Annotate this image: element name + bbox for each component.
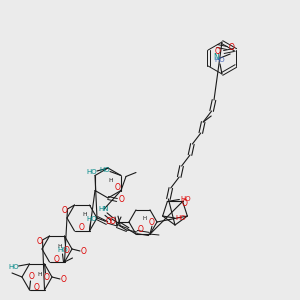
- Text: O: O: [110, 218, 116, 226]
- Text: H: H: [58, 244, 62, 248]
- Text: HO: HO: [175, 215, 186, 221]
- Text: HO: HO: [87, 169, 97, 175]
- Text: O: O: [28, 272, 34, 281]
- Text: HO: HO: [86, 216, 97, 222]
- Text: O: O: [44, 272, 50, 281]
- Text: O: O: [54, 254, 60, 263]
- Text: O: O: [34, 283, 40, 292]
- Text: N: N: [213, 53, 219, 62]
- Text: O: O: [64, 245, 69, 254]
- Text: O: O: [182, 200, 188, 208]
- Text: HN: HN: [99, 206, 109, 212]
- Text: O: O: [37, 236, 42, 245]
- Text: O: O: [138, 226, 144, 235]
- Text: HO: HO: [180, 196, 191, 202]
- Text: O: O: [79, 224, 85, 232]
- Text: O: O: [61, 206, 68, 214]
- Text: HO: HO: [100, 167, 110, 173]
- Text: O: O: [149, 218, 155, 226]
- Text: H: H: [109, 178, 113, 182]
- Text: H: H: [143, 217, 147, 221]
- Text: O: O: [215, 47, 221, 56]
- Text: O: O: [61, 275, 67, 284]
- Text: -: -: [104, 218, 106, 224]
- Text: O: O: [228, 44, 234, 52]
- Text: HO: HO: [8, 264, 19, 270]
- Text: HO: HO: [215, 57, 225, 63]
- Text: HO: HO: [57, 247, 68, 253]
- Text: O: O: [119, 196, 125, 205]
- Text: O: O: [106, 218, 112, 226]
- Text: H: H: [83, 212, 87, 217]
- Text: H: H: [38, 272, 42, 277]
- Text: O: O: [115, 184, 121, 193]
- Text: O: O: [81, 248, 87, 256]
